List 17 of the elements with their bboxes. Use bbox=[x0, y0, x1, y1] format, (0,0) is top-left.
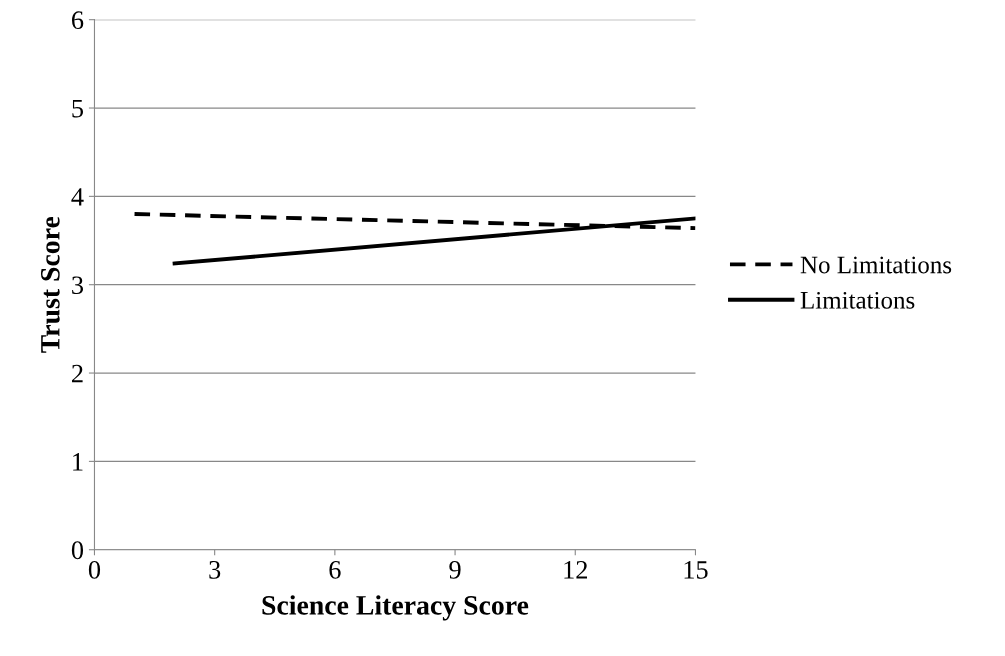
y-axis-title: Trust Score bbox=[40, 216, 60, 353]
y-tick-label: 2 bbox=[72, 364, 83, 383]
x-axis-title: Science Literacy Score bbox=[262, 595, 529, 621]
x-tick-label: 3 bbox=[209, 560, 221, 579]
x-tick-label: 9 bbox=[449, 560, 461, 579]
y-tick-label: 4 bbox=[71, 188, 84, 206]
x-tick-label: 6 bbox=[329, 560, 341, 579]
y-tick-label: 0 bbox=[71, 541, 84, 560]
y-tick-label: 1 bbox=[73, 453, 83, 471]
y-tick-label: 6 bbox=[71, 11, 84, 30]
x-tick-label: 12 bbox=[564, 560, 587, 579]
x-tick-label: 0 bbox=[88, 560, 101, 579]
legend-label: No Limitations bbox=[800, 256, 952, 274]
y-tick-label: 3 bbox=[72, 276, 84, 295]
y-tick-label: 5 bbox=[72, 99, 84, 118]
x-tick-label: 15 bbox=[684, 561, 708, 579]
legend-label: Limitations bbox=[800, 291, 915, 309]
